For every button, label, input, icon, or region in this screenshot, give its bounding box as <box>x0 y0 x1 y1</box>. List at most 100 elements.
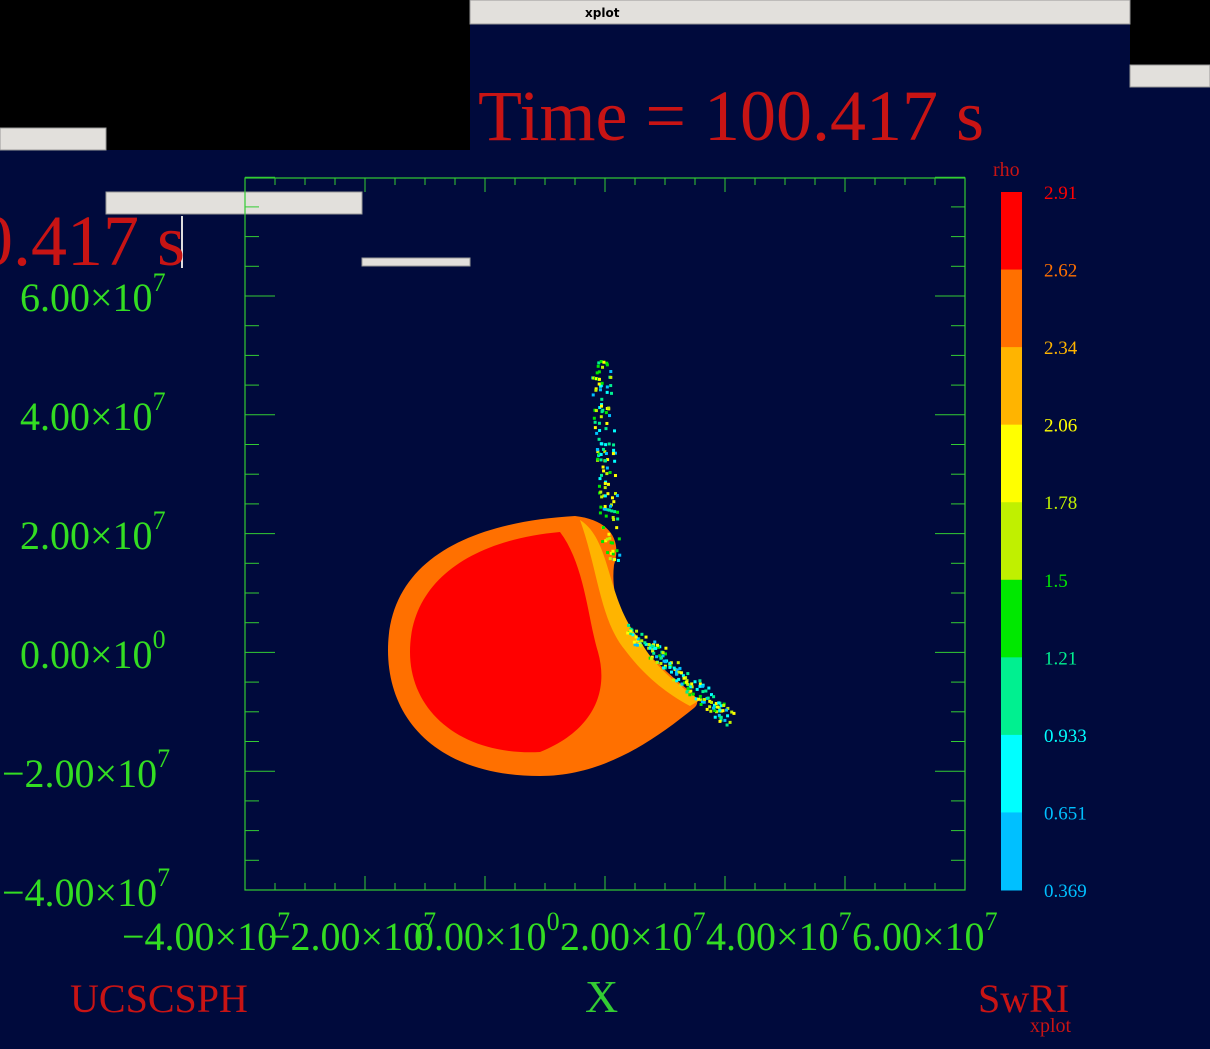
speck <box>712 695 716 699</box>
speck <box>695 687 699 691</box>
speck <box>717 713 721 717</box>
speck <box>658 654 662 658</box>
plot-title: Time = 100.417 s <box>478 76 984 156</box>
speck <box>656 643 660 647</box>
speck <box>613 492 617 496</box>
speck <box>677 670 681 674</box>
speck <box>680 682 684 686</box>
speck <box>701 700 705 704</box>
exponent: 0 <box>547 907 560 936</box>
speck <box>612 448 616 452</box>
speck <box>608 557 612 561</box>
particle-cloud <box>388 360 736 776</box>
speck <box>602 469 606 473</box>
speck <box>604 411 608 415</box>
title-bar[interactable] <box>0 127 107 151</box>
y-tick-label: 6.00×107 <box>20 268 166 320</box>
speck <box>600 404 604 408</box>
speck <box>635 629 639 633</box>
speck <box>599 415 603 419</box>
speck <box>600 381 604 385</box>
title-bar[interactable] <box>361 257 471 267</box>
speck <box>725 708 729 712</box>
speck <box>675 679 679 683</box>
title-bar[interactable] <box>105 191 363 215</box>
blob-core <box>410 532 602 753</box>
x-tick-label: 2.00×107 <box>560 907 706 959</box>
speck <box>717 705 721 709</box>
speck <box>597 437 601 441</box>
speck <box>597 361 601 365</box>
x-tick-label: 6.00×107 <box>852 907 998 959</box>
title-bar[interactable] <box>469 0 1131 25</box>
speck <box>613 451 617 455</box>
speck <box>600 442 604 446</box>
colorbar-tick-label: 2.06 <box>1044 416 1077 437</box>
colorbar-tick-label: 1.78 <box>1044 493 1077 514</box>
title-bar[interactable] <box>1129 64 1210 88</box>
speck <box>600 495 604 499</box>
speck <box>644 642 648 646</box>
speck <box>699 702 703 706</box>
speck <box>685 690 689 694</box>
speck <box>701 684 705 688</box>
speck <box>675 671 679 675</box>
mantissa: −4.00×10 <box>122 914 277 959</box>
speck <box>647 643 651 647</box>
speck <box>668 661 672 665</box>
colorbar-segment <box>1001 812 1022 891</box>
speck <box>615 494 619 498</box>
speck <box>677 677 681 681</box>
window-body <box>1130 87 1210 1049</box>
mantissa: 6.00×10 <box>20 275 153 320</box>
speck <box>613 558 617 562</box>
speck <box>722 703 726 707</box>
speck <box>732 711 736 715</box>
speck <box>605 385 609 389</box>
speck <box>663 664 667 668</box>
speck <box>655 660 659 664</box>
speck <box>598 477 602 481</box>
colorbar-tick-label: 0.933 <box>1044 726 1087 747</box>
speck <box>682 676 686 680</box>
speck <box>615 526 619 530</box>
speck <box>640 639 644 643</box>
speck <box>603 494 607 498</box>
speck <box>709 693 713 697</box>
window-title: xplot <box>585 6 620 20</box>
speck <box>711 706 715 710</box>
speck <box>609 375 613 379</box>
speck <box>648 646 652 650</box>
speck <box>669 670 673 674</box>
specks <box>591 360 736 727</box>
mantissa: 4.00×10 <box>20 394 153 439</box>
speck <box>597 484 601 488</box>
speck <box>592 416 596 420</box>
speck <box>637 642 641 646</box>
speck <box>675 668 679 672</box>
speck <box>610 509 614 513</box>
speck <box>606 482 610 486</box>
y-tick-labels: 6.00×1074.00×1072.00×1070.00×100−2.00×10… <box>2 268 170 915</box>
speck <box>604 427 608 431</box>
speck <box>607 442 611 446</box>
footer-left: UCSCSPH <box>70 976 248 1021</box>
speck <box>688 685 692 689</box>
speck <box>718 708 722 712</box>
mantissa: 2.00×10 <box>20 513 153 558</box>
speck <box>603 486 607 490</box>
speck <box>599 490 603 494</box>
speck <box>597 382 601 386</box>
speck <box>593 426 597 430</box>
speck <box>721 709 725 713</box>
mantissa: 4.00×10 <box>706 914 839 959</box>
speck <box>707 686 711 690</box>
speck <box>615 549 619 553</box>
speck <box>611 541 615 545</box>
speck <box>605 361 609 365</box>
x-tick-label: −4.00×107 <box>122 907 290 959</box>
speck <box>725 723 729 727</box>
speck <box>616 558 620 562</box>
speck <box>608 470 612 474</box>
footer-right: SwRI <box>978 976 1069 1021</box>
